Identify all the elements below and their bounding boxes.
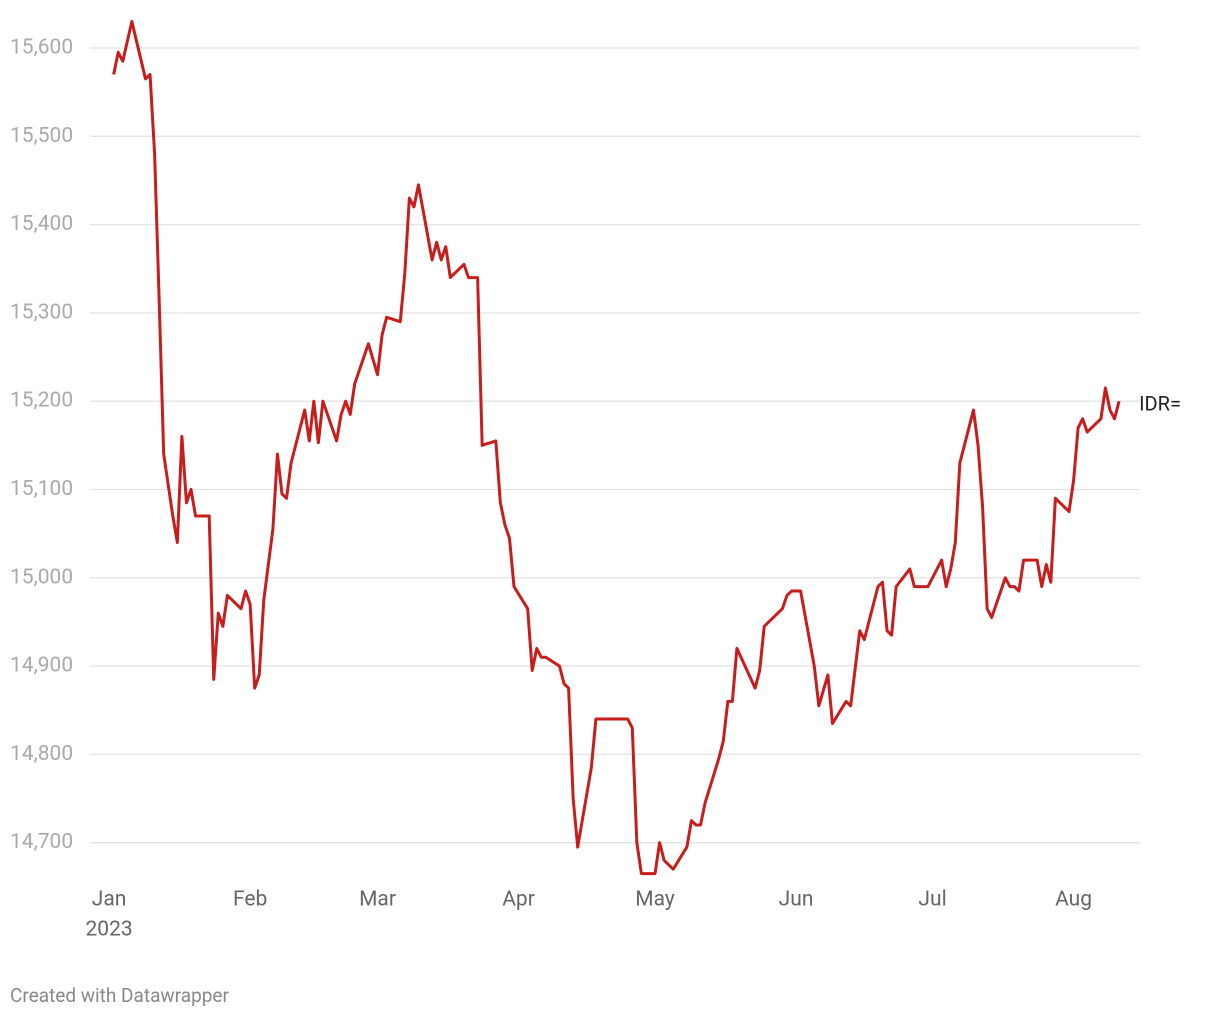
x-tick-label: Mar xyxy=(359,888,396,912)
x-tick-label: Feb xyxy=(233,888,267,912)
x-tick-label: Jul xyxy=(918,888,946,912)
x-tick-label: Jun xyxy=(779,888,814,912)
line xyxy=(112,20,1121,876)
y-tick-label: 14,900 xyxy=(10,654,73,678)
x-tick-label: Apr xyxy=(502,888,535,912)
y-tick-label: 14,800 xyxy=(10,742,73,766)
y-tick-label: 15,400 xyxy=(10,212,73,236)
y-tick-label: 15,500 xyxy=(10,124,73,148)
y-tick-label: 15,300 xyxy=(10,300,73,324)
y-tick-label: 15,100 xyxy=(10,477,73,501)
x-tick-label: May xyxy=(635,888,675,912)
y-tick-label: 15,200 xyxy=(10,389,73,413)
series-label: IDR= xyxy=(1139,391,1181,415)
x-year-label: 2023 xyxy=(85,918,132,942)
y-tick-label: 15,600 xyxy=(10,36,73,60)
x-tick-label: Aug xyxy=(1055,888,1092,912)
credit: Created with Datawrapper xyxy=(10,984,229,1007)
y-tick-label: 14,700 xyxy=(10,830,73,854)
x-tick-label: Jan xyxy=(92,888,127,912)
y-tick-label: 15,000 xyxy=(10,565,73,589)
